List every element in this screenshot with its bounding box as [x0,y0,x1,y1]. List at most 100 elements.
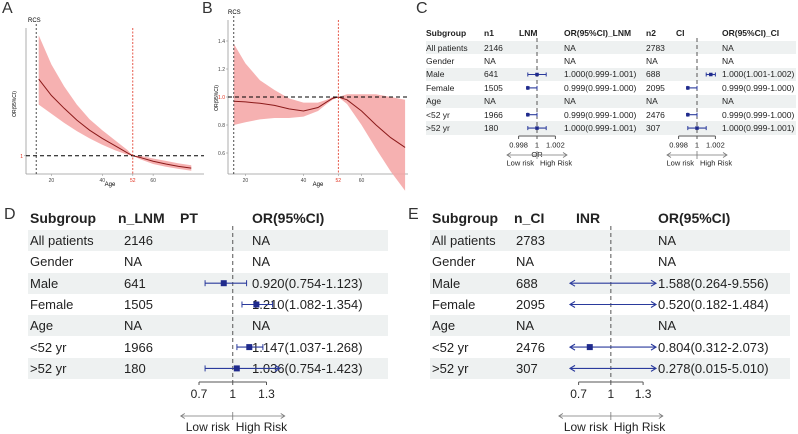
cell-or2: 1.000(1.001-1.002) [722,69,795,80]
table-row: All patients 2146 NA 2783 NA [426,41,796,55]
y-tick-label: 1.2 [218,67,225,73]
cell-n1: 2146 [484,42,503,53]
cell-or1: 0.999(0.999-1.000) [564,109,637,120]
cell-n2: 307 [646,123,661,134]
ci-arrow-right [274,364,282,372]
panel-label-c: C [416,0,428,17]
cell-n: 641 [124,275,146,291]
cell-subgroup: Male [426,69,445,80]
ci-arrow-left [568,364,576,372]
cell-or: NA [252,318,271,334]
table-row: >52 yr 180 1.000(0.999-1.001) 307 1.000(0.99… [426,121,796,135]
cell-or: NA [252,233,271,249]
table-row: Male 641 1.000(0.999-1.001) 688 1.000(1.001-… [426,67,796,82]
cell-subgroup: <52 yr [30,339,67,355]
cell-subgroup: Gender [432,254,476,270]
arrow-head-left [558,413,564,419]
y-tick-label: 1 [20,154,23,160]
cell-n: NA [124,254,143,270]
low-risk-label: Low risk [666,159,694,168]
cell-subgroup: Age [426,96,442,107]
cell-or1: 0.999(0.999-1.000) [564,82,637,93]
cell-or2: 0.999(0.999-1.000) [722,82,795,93]
cell-n: 1966 [124,339,153,355]
cell-subgroup: Age [30,318,54,334]
ci-arrow-left [568,301,576,308]
high-risk-label: High Risk [700,159,732,168]
or-curve [233,96,406,148]
cell-subgroup: All patients [432,233,496,249]
cell-n: 180 [124,360,146,376]
arrow-head-left [666,152,672,158]
x-tick-label: 1.3 [635,387,652,401]
confidence-band [38,35,192,171]
x-tick-label: 20 [243,178,249,184]
x-tick-label: 0.998 [669,141,688,150]
rcs-chart-a: 20 40 52 60 1 RCS Age OR(95%CI) [12,18,204,188]
x-tick-label: 1 [535,141,539,150]
cell-subgroup: Female [30,297,74,313]
table-row: Age NA NA [430,315,790,337]
cell-n2: 2476 [646,109,665,120]
ci-arrow-right [650,364,658,372]
cell-n2: 2095 [646,82,665,93]
cell-n1: 1505 [484,82,503,93]
y-tick-label: 0.6 [218,151,225,157]
x-tick-label: 1.002 [546,141,565,150]
panel-label-e: E [408,206,419,223]
point-estimate [526,112,530,117]
cell-subgroup: Female [426,82,455,93]
col-header: Subgroup [432,210,499,226]
cell-or2: NA [722,96,734,107]
table-row: <52 yr 2476 0.804(0.312-2.073) [430,336,790,357]
chart-b-title: RCS [228,10,241,16]
panel-label-b: B [202,0,213,17]
x-tick-label: 1.3 [258,387,275,401]
col-header: Subgroup [30,210,97,226]
table-row: Gender NA NA NA NA [426,54,796,67]
y-tick-label: 0.8 [218,123,225,129]
forest-plot-e: 0.7 1 1.3 Low risk High Risk [558,226,666,434]
table-row: Female 2095 0.520(0.182-1.484) [430,294,790,315]
cell-subgroup: Gender [30,254,74,270]
cell-subgroup: >52 yr [432,360,469,376]
cell-subgroup: Male [432,275,461,291]
or-curve [38,78,192,169]
cell-subgroup: All patients [30,233,94,249]
cell-or: 1.588(0.264-9.556) [658,275,769,291]
confidence-band [233,43,406,191]
cell-n: NA [124,318,143,334]
arrow-head-left [179,413,185,419]
cell-or2: NA [722,56,734,67]
cell-subgroup: Age [432,318,456,334]
cell-or1: 1.000(0.999-1.001) [564,69,637,80]
cell-n: 688 [516,275,538,291]
cell-or: 1.036(0.754-1.423) [252,360,363,376]
cell-or: 1.147(1.037-1.268) [252,339,363,355]
table-row: Age NA NA NA NA [426,94,796,108]
low-risk-label: Low risk [564,420,609,434]
cell-n: 1505 [124,297,153,313]
point-estimate [220,280,227,287]
x-tick-label: 0.998 [509,141,528,150]
high-risk-label: High Risk [236,420,288,434]
cell-n1: NA [484,96,496,107]
col-header: PT [180,210,198,226]
cell-n1: 1966 [484,109,503,120]
point-estimate [535,72,539,77]
point-estimate [586,344,593,351]
table-row: Gender NA NA [28,251,388,272]
y-tick-label: 1.4 [218,39,225,45]
point-estimate [695,126,699,130]
col-header: n1 [484,27,494,38]
point-estimate [709,72,713,77]
arrow-head-right [658,413,664,419]
col-header: OR(95%CI) [252,210,325,226]
cell-n2: NA [646,56,658,67]
point-estimate [686,86,690,90]
cell-or: 0.520(0.182-1.484) [658,297,769,313]
table-row: All patients 2146 NA [28,230,388,252]
cell-or: 0.920(0.754-1.123) [252,275,363,291]
x-tick-label: 20 [49,178,55,184]
